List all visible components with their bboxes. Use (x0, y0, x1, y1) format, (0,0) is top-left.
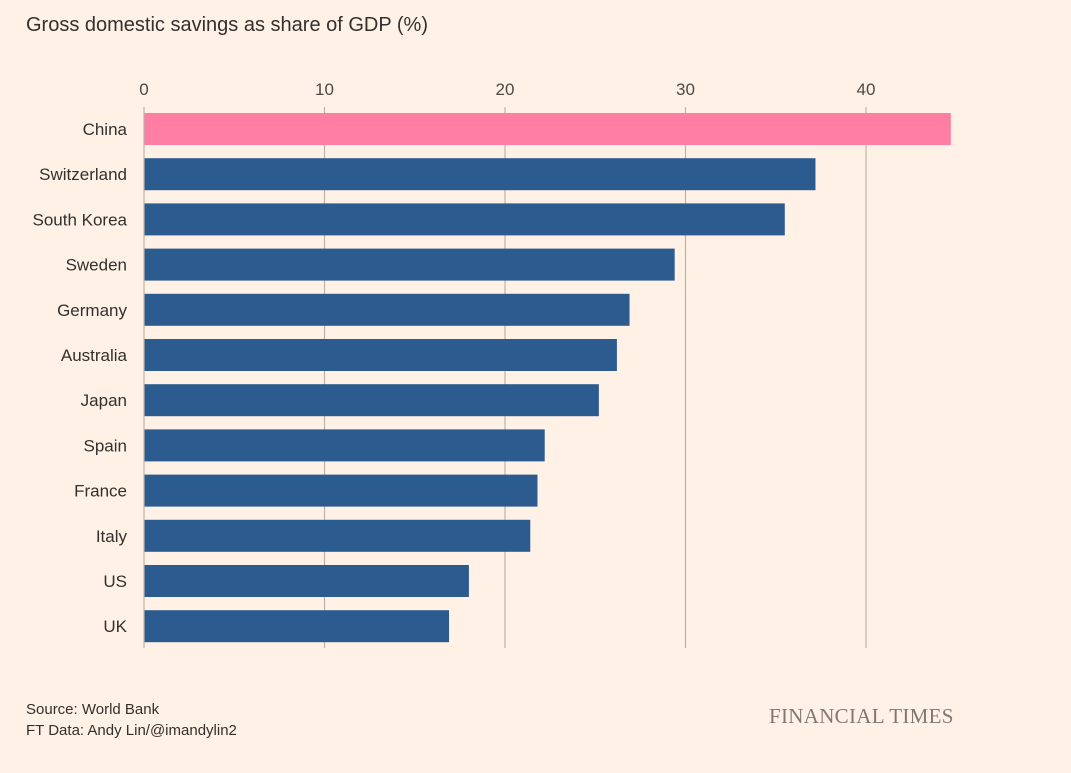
category-label: Australia (61, 346, 128, 365)
category-label: US (103, 572, 127, 591)
bar-italy (144, 519, 531, 552)
category-label: Italy (96, 527, 128, 546)
bar-australia (144, 339, 617, 371)
category-label: France (74, 482, 127, 501)
brand-logo: FINANCIAL TIMES (769, 704, 954, 728)
bar-switzerland (144, 158, 816, 191)
bar-sweden (144, 248, 675, 281)
x-tick-label: 0 (139, 80, 148, 99)
footer: Source: World Bank FT Data: Andy Lin/@im… (26, 699, 237, 741)
bars (144, 113, 951, 643)
category-label: Spain (84, 436, 127, 455)
x-tick-label: 10 (315, 80, 334, 99)
x-tick-label: 30 (676, 80, 695, 99)
bar-china (144, 113, 951, 145)
bar-south-korea (144, 203, 785, 236)
category-label: China (83, 120, 128, 139)
bar-germany (144, 293, 630, 326)
category-label: Germany (57, 301, 127, 320)
bar-spain (144, 429, 545, 462)
chart-title: Gross domestic savings as share of GDP (… (26, 14, 428, 36)
bar-uk (144, 610, 450, 643)
bar-japan (144, 384, 599, 417)
gridlines (323, 107, 867, 648)
credit-note: FT Data: Andy Lin/@imandylin2 (26, 722, 237, 739)
bar-us (144, 565, 469, 597)
source-note: Source: World Bank (26, 701, 160, 718)
category-label: Sweden (66, 256, 127, 275)
bar-france (144, 474, 538, 507)
category-labels: China Switzerland South Korea Sweden Germany… (32, 120, 127, 636)
x-tick-label: 20 (496, 80, 515, 99)
x-tick-label: 40 (857, 80, 876, 99)
category-label: UK (103, 617, 127, 636)
category-label: Japan (81, 391, 127, 410)
x-axis-ticks: 0 10 20 30 40 (139, 80, 875, 99)
category-label: Switzerland (39, 165, 127, 184)
category-label: South Korea (32, 210, 127, 229)
